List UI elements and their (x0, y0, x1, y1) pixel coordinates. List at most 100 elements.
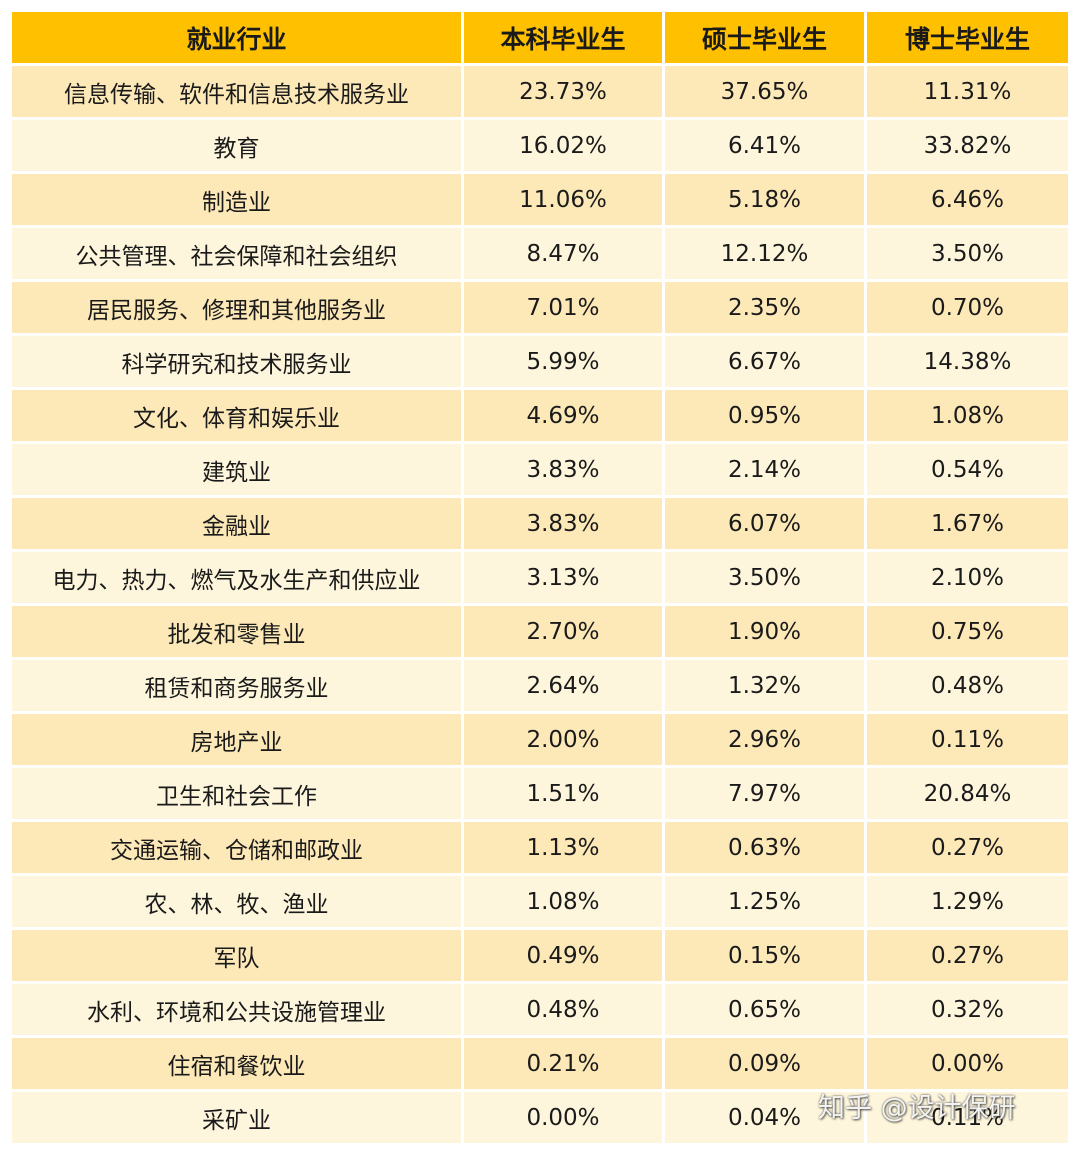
table-row: 交通运输、仓储和邮政业 1.13% 0.63% 0.27% (12, 822, 1068, 876)
header-master: 硕士毕业生 (665, 12, 867, 66)
cell-industry: 住宿和餐饮业 (12, 1038, 464, 1092)
cell-bachelor: 3.83% (464, 498, 665, 552)
cell-bachelor: 3.13% (464, 552, 665, 606)
cell-industry: 居民服务、修理和其他服务业 (12, 282, 464, 336)
cell-doctor: 33.82% (867, 120, 1068, 174)
table-row: 批发和零售业 2.70% 1.90% 0.75% (12, 606, 1068, 660)
cell-bachelor: 3.83% (464, 444, 665, 498)
cell-master: 6.07% (665, 498, 867, 552)
cell-bachelor: 8.47% (464, 228, 665, 282)
cell-master: 1.32% (665, 660, 867, 714)
cell-doctor: 0.27% (867, 822, 1068, 876)
cell-industry: 文化、体育和娱乐业 (12, 390, 464, 444)
cell-industry: 租赁和商务服务业 (12, 660, 464, 714)
header-doctor: 博士毕业生 (867, 12, 1068, 66)
cell-bachelor: 16.02% (464, 120, 665, 174)
cell-master: 0.09% (665, 1038, 867, 1092)
header-bachelor: 本科毕业生 (464, 12, 665, 66)
cell-doctor: 0.00% (867, 1038, 1068, 1092)
header-industry: 就业行业 (12, 12, 464, 66)
table-row: 租赁和商务服务业 2.64% 1.32% 0.48% (12, 660, 1068, 714)
cell-master: 0.65% (665, 984, 867, 1038)
cell-doctor: 0.54% (867, 444, 1068, 498)
cell-industry: 建筑业 (12, 444, 464, 498)
cell-doctor: 0.32% (867, 984, 1068, 1038)
cell-doctor: 1.67% (867, 498, 1068, 552)
cell-doctor: 3.50% (867, 228, 1068, 282)
cell-master: 1.25% (665, 876, 867, 930)
cell-industry: 农、林、牧、渔业 (12, 876, 464, 930)
cell-industry: 科学研究和技术服务业 (12, 336, 464, 390)
table-row: 住宿和餐饮业 0.21% 0.09% 0.00% (12, 1038, 1068, 1092)
cell-bachelor: 1.08% (464, 876, 665, 930)
cell-doctor: 1.08% (867, 390, 1068, 444)
table-body: 信息传输、软件和信息技术服务业 23.73% 37.65% 11.31% 教育 16.02… (12, 66, 1068, 1146)
table-row: 信息传输、软件和信息技术服务业 23.73% 37.65% 11.31% (12, 66, 1068, 120)
header-row: 就业行业 本科毕业生 硕士毕业生 博士毕业生 (12, 12, 1068, 66)
table-row: 电力、热力、燃气及水生产和供应业 3.13% 3.50% 2.10% (12, 552, 1068, 606)
cell-bachelor: 0.00% (464, 1092, 665, 1146)
table-row: 建筑业 3.83% 2.14% 0.54% (12, 444, 1068, 498)
cell-bachelor: 2.70% (464, 606, 665, 660)
cell-industry: 制造业 (12, 174, 464, 228)
table-row: 金融业 3.83% 6.07% 1.67% (12, 498, 1068, 552)
cell-doctor: 14.38% (867, 336, 1068, 390)
employment-industry-table-container: 就业行业 本科毕业生 硕士毕业生 博士毕业生 信息传输、软件和信息技术服务业 23… (12, 12, 1068, 1146)
cell-bachelor: 4.69% (464, 390, 665, 444)
cell-industry: 信息传输、软件和信息技术服务业 (12, 66, 464, 120)
cell-bachelor: 0.49% (464, 930, 665, 984)
cell-master: 0.95% (665, 390, 867, 444)
cell-master: 7.97% (665, 768, 867, 822)
cell-master: 2.14% (665, 444, 867, 498)
cell-bachelor: 2.00% (464, 714, 665, 768)
table-row: 公共管理、社会保障和社会组织 8.47% 12.12% 3.50% (12, 228, 1068, 282)
cell-bachelor: 7.01% (464, 282, 665, 336)
cell-master: 6.67% (665, 336, 867, 390)
cell-doctor: 0.48% (867, 660, 1068, 714)
cell-doctor: 6.46% (867, 174, 1068, 228)
cell-industry: 批发和零售业 (12, 606, 464, 660)
cell-master: 3.50% (665, 552, 867, 606)
cell-doctor: 0.11% (867, 714, 1068, 768)
table-row: 采矿业 0.00% 0.04% 0.11% (12, 1092, 1068, 1146)
cell-master: 0.04% (665, 1092, 867, 1146)
cell-bachelor: 23.73% (464, 66, 665, 120)
employment-industry-table: 就业行业 本科毕业生 硕士毕业生 博士毕业生 信息传输、软件和信息技术服务业 23… (12, 12, 1068, 1146)
cell-doctor: 2.10% (867, 552, 1068, 606)
cell-industry: 房地产业 (12, 714, 464, 768)
cell-master: 0.15% (665, 930, 867, 984)
cell-doctor: 0.27% (867, 930, 1068, 984)
cell-industry: 交通运输、仓储和邮政业 (12, 822, 464, 876)
cell-industry: 教育 (12, 120, 464, 174)
cell-master: 2.35% (665, 282, 867, 336)
cell-bachelor: 1.13% (464, 822, 665, 876)
cell-bachelor: 2.64% (464, 660, 665, 714)
cell-master: 12.12% (665, 228, 867, 282)
table-row: 房地产业 2.00% 2.96% 0.11% (12, 714, 1068, 768)
cell-bachelor: 11.06% (464, 174, 665, 228)
cell-bachelor: 5.99% (464, 336, 665, 390)
cell-master: 1.90% (665, 606, 867, 660)
table-row: 军队 0.49% 0.15% 0.27% (12, 930, 1068, 984)
cell-master: 2.96% (665, 714, 867, 768)
table-row: 居民服务、修理和其他服务业 7.01% 2.35% 0.70% (12, 282, 1068, 336)
cell-doctor: 11.31% (867, 66, 1068, 120)
table-row: 卫生和社会工作 1.51% 7.97% 20.84% (12, 768, 1068, 822)
cell-master: 6.41% (665, 120, 867, 174)
cell-doctor: 0.11% (867, 1092, 1068, 1146)
cell-bachelor: 0.21% (464, 1038, 665, 1092)
table-row: 文化、体育和娱乐业 4.69% 0.95% 1.08% (12, 390, 1068, 444)
cell-master: 5.18% (665, 174, 867, 228)
table-header: 就业行业 本科毕业生 硕士毕业生 博士毕业生 (12, 12, 1068, 66)
table-row: 制造业 11.06% 5.18% 6.46% (12, 174, 1068, 228)
cell-industry: 军队 (12, 930, 464, 984)
cell-bachelor: 1.51% (464, 768, 665, 822)
cell-industry: 水利、环境和公共设施管理业 (12, 984, 464, 1038)
cell-bachelor: 0.48% (464, 984, 665, 1038)
table-row: 农、林、牧、渔业 1.08% 1.25% 1.29% (12, 876, 1068, 930)
cell-doctor: 0.70% (867, 282, 1068, 336)
table-row: 教育 16.02% 6.41% 33.82% (12, 120, 1068, 174)
cell-industry: 采矿业 (12, 1092, 464, 1146)
cell-industry: 卫生和社会工作 (12, 768, 464, 822)
table-row: 水利、环境和公共设施管理业 0.48% 0.65% 0.32% (12, 984, 1068, 1038)
